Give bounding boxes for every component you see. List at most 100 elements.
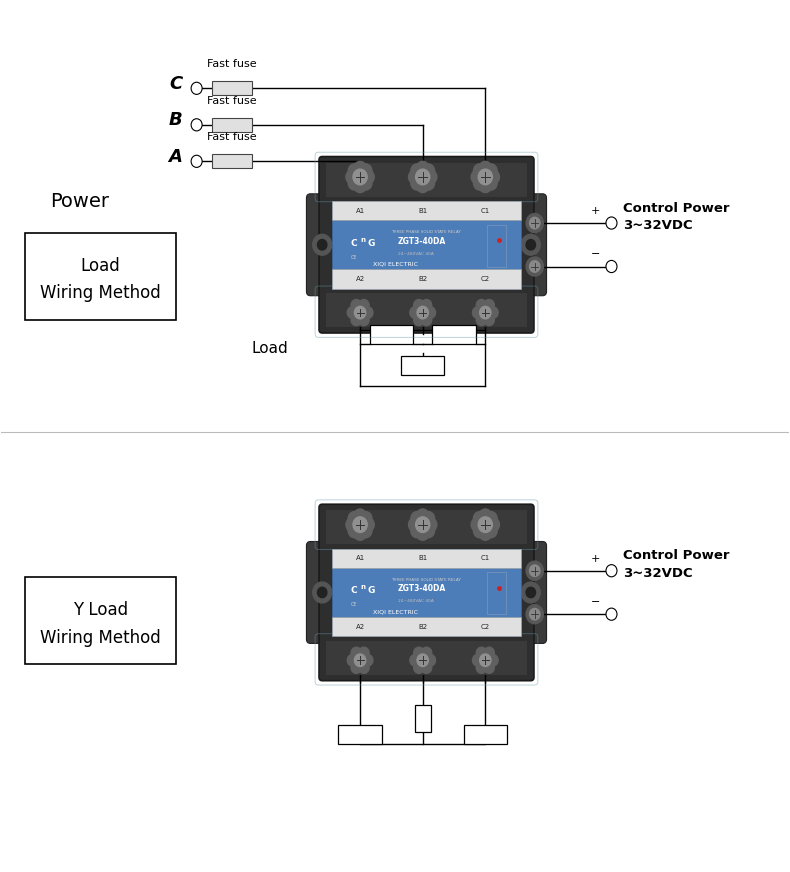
Text: 24~480VAC 40A: 24~480VAC 40A (398, 251, 434, 255)
Bar (415, 705, 431, 732)
Circle shape (476, 299, 487, 311)
Circle shape (318, 240, 327, 250)
Text: 3~32VDC: 3~32VDC (623, 567, 693, 580)
Circle shape (424, 518, 437, 532)
Text: +: + (591, 206, 600, 216)
Text: Y Load: Y Load (73, 601, 128, 619)
Text: XIQI ELECTRIC: XIQI ELECTRIC (374, 262, 419, 267)
Bar (326, 163, 527, 196)
Circle shape (424, 170, 437, 184)
Bar (332, 201, 521, 289)
Text: Wiring Method: Wiring Method (40, 284, 161, 303)
Bar (332, 617, 521, 637)
Circle shape (417, 654, 428, 666)
Circle shape (191, 119, 202, 131)
Circle shape (348, 307, 358, 318)
Circle shape (355, 306, 366, 319)
Circle shape (422, 176, 434, 190)
Circle shape (473, 512, 486, 526)
Bar (370, 324, 413, 344)
Text: n: n (360, 236, 365, 242)
Circle shape (479, 509, 491, 523)
Circle shape (416, 169, 430, 185)
Circle shape (526, 562, 544, 580)
Circle shape (351, 662, 362, 673)
Circle shape (529, 217, 540, 228)
Circle shape (484, 512, 497, 526)
Circle shape (359, 314, 369, 325)
Bar (332, 548, 521, 637)
Bar (464, 725, 507, 744)
Bar (332, 269, 521, 289)
Text: 24~480VAC 40A: 24~480VAC 40A (398, 599, 434, 603)
Circle shape (526, 240, 536, 250)
Circle shape (483, 314, 495, 325)
Text: G: G (367, 586, 375, 596)
Circle shape (526, 587, 536, 597)
Circle shape (421, 647, 432, 659)
Circle shape (416, 517, 430, 533)
Text: C: C (351, 586, 357, 596)
Circle shape (606, 261, 617, 273)
Circle shape (483, 647, 495, 659)
Circle shape (421, 314, 432, 325)
Circle shape (425, 307, 435, 318)
Text: Load: Load (81, 256, 120, 275)
FancyBboxPatch shape (319, 157, 534, 333)
Circle shape (476, 314, 487, 325)
Circle shape (472, 654, 483, 666)
Bar (332, 201, 521, 221)
Circle shape (414, 314, 424, 325)
Bar (213, 81, 252, 95)
Bar (332, 548, 521, 568)
Circle shape (363, 307, 373, 318)
Text: G: G (367, 239, 375, 248)
Text: B1: B1 (418, 555, 427, 562)
Circle shape (348, 176, 361, 190)
Circle shape (411, 164, 423, 178)
Circle shape (359, 299, 369, 311)
Text: ZGT3-40DA: ZGT3-40DA (398, 584, 446, 594)
Circle shape (484, 176, 497, 190)
Bar (487, 572, 506, 615)
Circle shape (417, 306, 428, 319)
Text: A1: A1 (356, 555, 365, 562)
Circle shape (346, 518, 359, 532)
Bar (338, 725, 382, 744)
Text: CE: CE (351, 255, 357, 260)
Text: XIQI ELECTRIC: XIQI ELECTRIC (374, 610, 419, 614)
Circle shape (479, 161, 491, 175)
Text: A: A (168, 148, 182, 166)
Text: Control Power: Control Power (623, 549, 730, 562)
Circle shape (416, 179, 429, 193)
Text: Power: Power (51, 192, 110, 211)
Circle shape (354, 161, 367, 175)
Circle shape (521, 235, 540, 255)
Circle shape (348, 524, 361, 538)
Circle shape (416, 509, 429, 523)
FancyBboxPatch shape (307, 194, 338, 296)
Circle shape (484, 164, 497, 178)
Circle shape (526, 257, 544, 276)
Circle shape (353, 169, 367, 185)
Circle shape (354, 179, 367, 193)
Circle shape (483, 299, 495, 311)
Circle shape (346, 170, 359, 184)
Circle shape (362, 518, 374, 532)
Text: −: − (591, 597, 600, 607)
Circle shape (348, 512, 361, 526)
Text: +: + (591, 554, 600, 563)
Circle shape (359, 164, 372, 178)
Bar (25, 576, 176, 664)
Circle shape (422, 512, 434, 526)
Bar (401, 356, 444, 375)
Text: n: n (360, 584, 365, 590)
Text: C1: C1 (480, 208, 490, 214)
Circle shape (478, 169, 492, 185)
Circle shape (362, 170, 374, 184)
Text: A2: A2 (356, 623, 365, 630)
Circle shape (606, 608, 617, 620)
Text: B1: B1 (418, 208, 427, 214)
Circle shape (359, 176, 372, 190)
Circle shape (472, 307, 483, 318)
